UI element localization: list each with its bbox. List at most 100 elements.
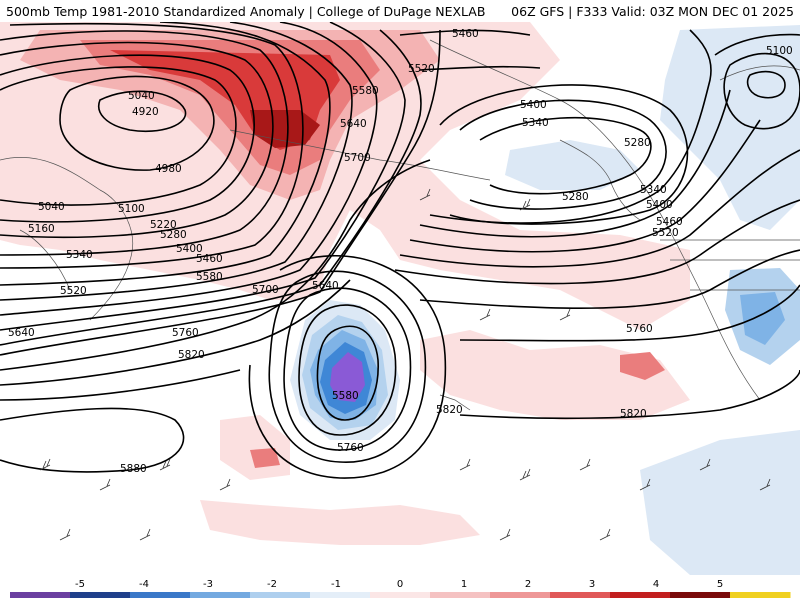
legend-tick-label: 1 <box>461 579 467 590</box>
contour-label-5760-low: 5760 <box>337 442 364 454</box>
wind-barb <box>59 528 71 541</box>
contour-label-5640-c: 5640 <box>312 280 339 292</box>
warm-anomaly-patch2 <box>250 448 280 468</box>
legend-swatch <box>610 592 671 598</box>
wind-barbs <box>39 188 771 541</box>
contour-label-5640-w: 5640 <box>8 327 35 339</box>
legend-swatch <box>190 592 251 598</box>
contour-label-5820-w: 5820 <box>178 349 205 361</box>
contour-low-5760 <box>268 270 427 463</box>
map-header: 500mb Temp 1981-2010 Standardized Anomal… <box>0 0 800 24</box>
contour-label-5040-sw: 5040 <box>38 201 65 213</box>
contour-5100 <box>0 54 255 223</box>
contour-labels: 5460 5520 5580 5640 5700 5040 4920 4980 … <box>8 28 793 475</box>
contour-label-5700-top: 5700 <box>344 152 371 164</box>
legend-swatch <box>130 592 191 598</box>
contour-label-5460-e: 5460 <box>656 216 683 228</box>
legend-tick-label: 3 <box>589 579 595 590</box>
contour-5700 <box>0 159 431 371</box>
contour-5340-e <box>459 99 667 210</box>
contour-label-5580-top: 5580 <box>352 85 379 97</box>
contour-5520 <box>0 22 406 331</box>
contour-5040 <box>0 66 237 206</box>
wind-barb <box>419 188 431 201</box>
wind-barb <box>699 458 711 471</box>
height-contours <box>0 22 800 479</box>
contour-low-5640 <box>298 304 397 436</box>
legend-swatch <box>370 592 431 598</box>
run-info: 06Z GFS | F333 Valid: 03Z MON DEC 01 202… <box>511 4 794 19</box>
legend-swatch <box>250 592 311 598</box>
hudson-coast <box>719 65 800 81</box>
legend-swatch <box>310 592 371 598</box>
contour-5220 <box>0 30 289 256</box>
wind-barb <box>759 478 771 491</box>
wind-barb <box>519 198 531 211</box>
contour-label-5280-e2: 5280 <box>562 191 589 203</box>
legend-tick-label: -1 <box>331 579 341 590</box>
contour-5400-e <box>439 84 689 225</box>
contour-5460-e <box>399 29 531 36</box>
contour-east-5520 <box>399 149 800 268</box>
contour-label-5520-top: 5520 <box>408 63 435 75</box>
wind-barb <box>139 528 151 541</box>
contour-east-5400 <box>419 89 731 238</box>
cold-anomaly-gulf <box>505 140 640 190</box>
contour-label-5460-w: 5460 <box>196 253 223 265</box>
contour-label-5760-w: 5760 <box>172 327 199 339</box>
contour-5340 <box>0 22 331 286</box>
coastlines <box>0 39 800 411</box>
legend-tick-label: -3 <box>203 579 213 590</box>
contour-5400 <box>0 22 353 301</box>
contour-5280 <box>0 22 304 269</box>
contour-5760 <box>0 279 351 386</box>
contour-low-5700 <box>283 287 412 451</box>
contour-label-5400-e: 5400 <box>520 99 547 111</box>
contour-label-5580-low: 5580 <box>332 390 359 402</box>
wind-barb <box>579 458 591 471</box>
contour-label-5400-w: 5400 <box>176 243 203 255</box>
contour-label-5040-w: 5040 <box>128 90 155 102</box>
legend-tick-label: 2 <box>525 579 531 590</box>
contour-label-4920: 4920 <box>132 106 159 118</box>
contour-5280-e <box>479 116 652 195</box>
contour-label-5280-e: 5280 <box>624 137 651 149</box>
na-west-coast <box>429 39 761 401</box>
contour-5160 <box>0 41 274 239</box>
contour-east-5760 <box>459 284 800 342</box>
contour-label-5100-e: 5100 <box>766 45 793 57</box>
contour-ne-ring1 <box>746 70 786 99</box>
legend-swatch <box>730 592 791 598</box>
contour-label-5820-c: 5820 <box>436 404 463 416</box>
contour-label-5100-w: 5100 <box>118 203 145 215</box>
warm-anomaly-south <box>200 500 480 545</box>
contour-5640 <box>0 29 441 356</box>
contour-label-5160: 5160 <box>28 223 55 235</box>
contour-4920 <box>98 90 187 133</box>
contour-label-5400-e2: 5400 <box>646 199 673 211</box>
contour-label-5460-top: 5460 <box>452 28 479 40</box>
wind-barb <box>559 308 571 321</box>
contour-east-5640 <box>419 249 800 309</box>
contour-5520-e <box>419 65 541 71</box>
cold-anomaly-east-broad <box>660 25 800 230</box>
contour-label-5220: 5220 <box>150 219 177 231</box>
contour-label-4980: 4980 <box>155 163 182 175</box>
contour-4980 <box>59 75 215 171</box>
legend-tick-label: -4 <box>139 579 149 590</box>
anomaly-shading <box>0 22 800 575</box>
legend-swatch <box>10 592 71 598</box>
color-legend: -5 -4 -3 -2 -1 0 1 2 3 4 5 <box>0 575 800 600</box>
cold-anomaly-se <box>640 430 800 575</box>
legend-swatch <box>550 592 611 598</box>
contour-label-5340-e2: 5340 <box>640 184 667 196</box>
wind-barb <box>519 468 531 481</box>
contour-label-5340-w: 5340 <box>66 249 93 261</box>
cold-anomaly-southwest-core <box>740 292 785 345</box>
contour-east-5820 <box>459 369 800 420</box>
contour-ne-5160 <box>714 33 800 56</box>
legend-tick-label: 4 <box>653 579 659 590</box>
contour-label-5520-e: 5520 <box>652 227 679 239</box>
wind-barb <box>479 308 491 321</box>
contour-label-5700-c: 5700 <box>252 284 279 296</box>
